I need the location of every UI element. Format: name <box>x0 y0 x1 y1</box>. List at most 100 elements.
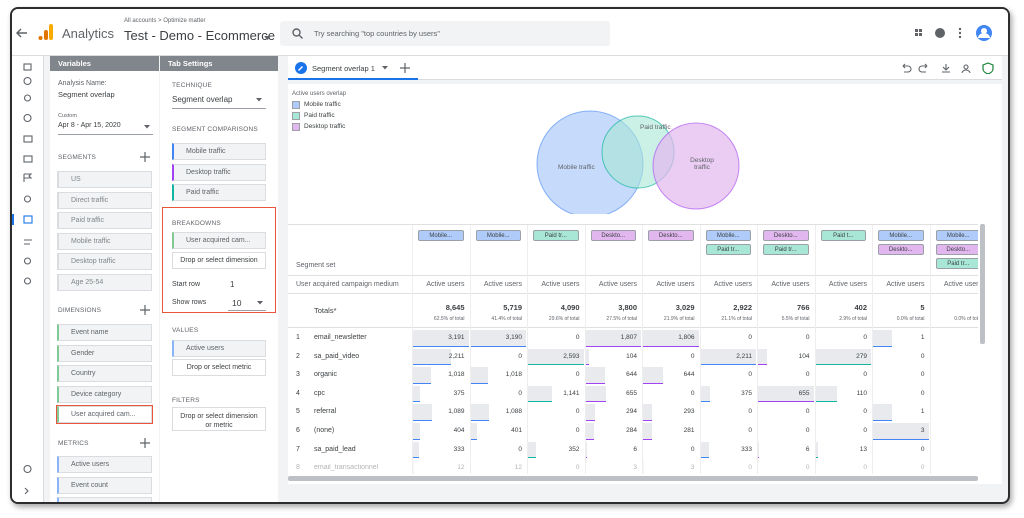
dropdown-icon <box>257 301 263 305</box>
scrollbar[interactable] <box>288 476 978 481</box>
cell-bar <box>413 441 419 459</box>
column-total: 3,029 <box>675 303 695 312</box>
dimension-chip[interactable]: User acquired cam... <box>56 405 153 425</box>
segment-chip[interactable]: Deskto... <box>763 230 809 241</box>
segment-chip[interactable]: Deskto... <box>590 230 636 241</box>
legend-label: Paid traffic <box>304 112 335 119</box>
venn-circle[interactable] <box>652 122 740 210</box>
metric-chip[interactable]: Active users <box>57 456 152 473</box>
comparison-chip[interactable]: Desktop traffic <box>172 163 266 181</box>
cell-bar <box>413 367 431 384</box>
back-icon[interactable] <box>16 28 28 38</box>
value-chip[interactable]: Active users <box>172 340 266 357</box>
cell-value: 0 <box>863 371 867 379</box>
header-icons[interactable] <box>907 23 997 43</box>
tab-settings-panel: Tab Settings TECHNIQUE Segment overlap S… <box>160 56 278 502</box>
tab[interactable]: Segment overlap 1 <box>288 56 418 80</box>
underline <box>172 108 266 109</box>
segment-chip[interactable]: Mobile... <box>475 230 521 241</box>
show-rows[interactable]: 10 <box>232 298 242 308</box>
cell-bar <box>413 348 452 366</box>
add-icon[interactable] <box>140 305 150 315</box>
legend-swatch <box>292 112 300 120</box>
metric-header: Active users <box>541 281 580 288</box>
cell-bar <box>585 367 606 384</box>
metric-header: Active users <box>483 281 522 288</box>
segment-chip[interactable]: Deskto... <box>878 244 924 255</box>
dimension-chip[interactable]: Device category <box>57 385 152 403</box>
column-divider <box>872 225 873 474</box>
segment-chip[interactable]: Mobile... <box>705 230 751 241</box>
nav-icons[interactable] <box>12 56 44 504</box>
cell-value: 0 <box>805 334 810 341</box>
tab-strip: Segment overlap 1 <box>288 56 1002 80</box>
cell-value: 0 <box>575 371 580 379</box>
segment-chip[interactable]: US <box>57 171 152 188</box>
segment-chip[interactable]: Paid tr... <box>763 244 809 255</box>
column-divider <box>699 225 701 474</box>
segment-chip[interactable]: Mobile... <box>878 230 924 241</box>
cell-value: 1 <box>920 334 925 341</box>
cell-value: 0 <box>690 445 695 453</box>
cell-value: 644 <box>626 371 637 379</box>
add-tab[interactable] <box>400 63 410 73</box>
row-name: referral <box>314 408 337 416</box>
segment-chip[interactable]: Paid t... <box>820 230 866 241</box>
add-icon[interactable] <box>140 152 150 162</box>
dimension-header: User acquired campaign medium <box>296 281 399 288</box>
segment-chip[interactable]: Paid tr... <box>533 230 579 241</box>
cell-bar <box>643 330 699 347</box>
drop-zone[interactable]: Drop or select metric <box>172 359 266 376</box>
segment-chip[interactable]: Deskto... <box>935 244 978 255</box>
segment-chip[interactable]: Mobile... <box>935 230 978 241</box>
toolbar-icons[interactable] <box>900 62 1000 74</box>
date-range[interactable]: Apr 8 - Apr 15, 2020 <box>58 122 121 129</box>
comparison-chip[interactable]: Paid traffic <box>172 184 266 202</box>
cell-value: 1 <box>920 408 925 416</box>
row-index: 3 <box>296 371 300 379</box>
segment-chip[interactable]: Paid traffic <box>57 212 152 230</box>
cell-value: 13 <box>859 445 867 453</box>
column-total: 8,645 <box>445 303 465 312</box>
search-box[interactable]: Try searching "top countries by users" <box>280 21 610 46</box>
cell-value: 3 <box>920 427 925 434</box>
drop-zone[interactable]: Drop or select dimension <box>172 252 266 269</box>
row-index: 2 <box>296 352 300 360</box>
variables-panel: Variables Analysis Name: Segment overlap… <box>50 56 159 502</box>
segment-chip[interactable]: Mobile... <box>418 230 464 241</box>
segment-chip[interactable]: Direct traffic <box>57 191 152 209</box>
row-index: 7 <box>296 445 300 453</box>
breadcrumb[interactable]: All accounts > Optimize matter <box>124 18 206 24</box>
panel-header: Tab Settings <box>160 56 278 71</box>
section-title: SEGMENTS <box>58 154 97 161</box>
breakdown-chip[interactable]: User acquired cam... <box>172 232 266 249</box>
venn-title: Active users overlap <box>292 91 347 97</box>
dimension-chip[interactable]: Event name <box>57 324 152 341</box>
segment-chip[interactable]: Paid tr... <box>935 258 978 269</box>
start-row[interactable]: 1 <box>230 280 235 289</box>
cell-bar <box>470 404 490 421</box>
dimension-chip[interactable]: Country <box>57 365 152 383</box>
metric-chip[interactable]: Event count <box>57 476 152 494</box>
segment-chip[interactable]: Mobile traffic <box>57 232 152 250</box>
property-name[interactable]: Test - Demo - Ecommerce <box>124 28 275 43</box>
add-icon[interactable] <box>140 438 150 448</box>
column-total: 5 <box>920 303 925 312</box>
metric-chip[interactable]: Transactions <box>57 497 152 502</box>
cell-bar <box>528 441 536 459</box>
search-placeholder: Try searching "top countries by users" <box>314 29 440 38</box>
comparison-chip[interactable]: Mobile traffic <box>172 143 266 160</box>
segment-chip[interactable]: Deskto... <box>648 230 694 241</box>
drop-zone[interactable]: Drop or select dimension or metric <box>172 407 266 431</box>
scrollbar[interactable] <box>980 224 985 344</box>
dimension-chip[interactable]: Gender <box>57 344 152 362</box>
technique[interactable]: Segment overlap <box>172 95 233 104</box>
column-total: 3,800 <box>618 303 637 312</box>
table: Segment set User acquired campaign medium… <box>288 224 978 474</box>
row-name: sa_paid_lead <box>314 445 356 453</box>
segment-chip[interactable]: Age 25-54 <box>57 274 152 291</box>
segment-chip[interactable]: Desktop traffic <box>57 253 152 271</box>
analysis-name[interactable]: Segment overlap <box>58 90 115 99</box>
cell-bar <box>815 348 871 366</box>
segment-chip[interactable]: Paid tr... <box>705 244 751 255</box>
